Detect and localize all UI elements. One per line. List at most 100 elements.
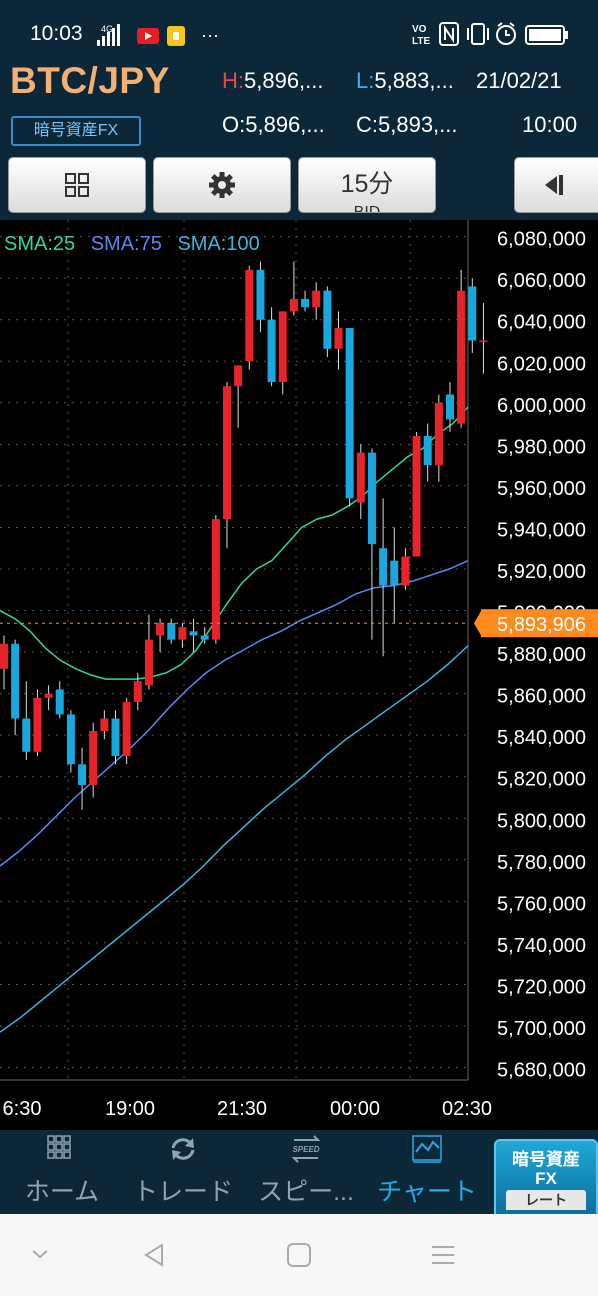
tab-speed-label: スピー... [258,1178,354,1206]
svg-text:SPEED: SPEED [292,1145,319,1154]
tab-chart[interactable]: チャート [372,1130,482,1214]
tab-home[interactable]: ホーム [14,1130,110,1214]
y-tick-label: 6,040,000 [497,312,586,334]
chart-grid [0,220,469,1081]
svg-text:LTE: LTE [412,36,430,47]
candle-body [479,340,488,342]
y-tick-label: 6,020,000 [497,353,586,375]
speed-icon: SPEED [291,1135,321,1163]
candle-body [156,622,165,636]
candlestick-chart[interactable]: 6,080,000 6,060,000 6,040,000 6,020,000 6,00… [0,220,598,1130]
tab-home-label: ホーム [24,1178,100,1206]
currency-pair-title: BTC/JPY [10,60,170,101]
candle-body [55,689,64,715]
status-time: 10:03 [30,22,83,45]
candle-body [446,394,454,420]
rate-date: 21/02/21 [476,68,562,93]
signal-icon: 4G [97,24,120,46]
candle-body [312,290,321,308]
candle-body [323,290,332,349]
refresh-arrows-icon [171,1138,195,1160]
timeframe-button[interactable]: 15分 BID [298,157,436,213]
y-tick-label: 5,720,000 [497,976,586,998]
x-tick-label: 19:00 [105,1098,155,1120]
candle-body [122,701,131,756]
status-icons-right: VO LTE [412,22,568,47]
tab-trade-label: トレード [132,1178,233,1206]
sma-100-label: SMA:100 [177,233,260,255]
candle-body [457,290,466,424]
status-bar: 10:03 4G ··· VO LTE [0,0,598,70]
fx-tab-line1: 暗号資産 [512,1150,580,1169]
x-tick-label: 00:00 [330,1098,380,1120]
candle-body [401,556,410,586]
tab-speed[interactable]: SPEED スピー... [252,1130,360,1214]
y-tick-label: 5,800,000 [497,810,586,832]
chart-area[interactable] [0,220,598,1130]
candle-body [111,718,120,756]
collapse-panel-button[interactable] [514,157,598,213]
x-tick-label: 02:30 [442,1098,492,1120]
y-tick-label: 5,980,000 [497,436,586,458]
price-axis: 6,080,000 6,060,000 6,040,000 6,020,000 6,00… [0,229,598,1120]
current-price-box [481,609,598,638]
candle-body [144,639,153,686]
candle-body [367,452,376,545]
candle-body [22,718,31,752]
sma-legend: SMA:25 SMA:75 SMA:100 [4,233,260,256]
y-tick-label: 5,820,000 [497,769,586,791]
alarm-icon [496,22,516,45]
candle-body [0,643,8,669]
grid-icon [65,173,89,197]
candle-body [278,311,287,383]
price-type-label: BID [353,204,381,213]
candle-body [301,298,310,308]
fx-tab-line3: レート [506,1190,586,1210]
candle-body [267,319,276,383]
candle-body [167,622,176,640]
candle-body [356,452,365,503]
fx-rate-tab[interactable]: 暗号資産 FX レート [494,1139,598,1217]
candle-body [89,731,98,786]
youtube-icon [137,28,159,44]
chart-icon [412,1135,442,1163]
y-tick-label: 5,700,000 [497,1018,586,1040]
gear-icon [209,172,235,198]
y-tick-label: 5,940,000 [497,519,586,541]
sma-line [0,645,469,1033]
candle-body [66,714,75,765]
settings-button[interactable] [153,157,291,213]
back-triangle-icon[interactable] [140,1240,170,1270]
candle-body [412,436,421,557]
y-tick-label: 5,860,000 [497,686,586,708]
tab-trade[interactable]: トレード [128,1130,238,1214]
layout-button[interactable] [8,157,146,213]
home-square-icon[interactable] [284,1240,314,1270]
menu-lines-icon[interactable] [428,1240,458,1270]
candle-body [200,635,209,640]
y-tick-label: 5,760,000 [497,893,586,915]
candle-body [245,269,254,362]
candle-body [223,386,231,520]
fx-tab-line2: FX [535,1169,557,1188]
home-grid-icon [47,1135,71,1159]
candle-body [33,697,42,752]
candle-body [390,560,399,586]
open-price: O:5,896,... [222,112,325,137]
candle-body [468,286,477,341]
sma-line [0,560,469,867]
current-price-pointer [474,609,482,638]
collapse-left-icon [545,175,563,195]
candle-body [189,631,198,636]
chevron-down-icon[interactable] [28,1242,52,1266]
sma-75-label: SMA:75 [90,233,162,255]
candle-body [256,269,265,320]
candle-body [345,328,354,499]
candle-body [178,627,187,640]
candle-body [234,365,243,387]
candles [0,261,488,810]
battery-icon [525,25,568,45]
svg-text:VO: VO [412,24,427,35]
volte-icon: VO LTE [412,24,430,47]
tab-chart-label: チャート [377,1178,477,1206]
